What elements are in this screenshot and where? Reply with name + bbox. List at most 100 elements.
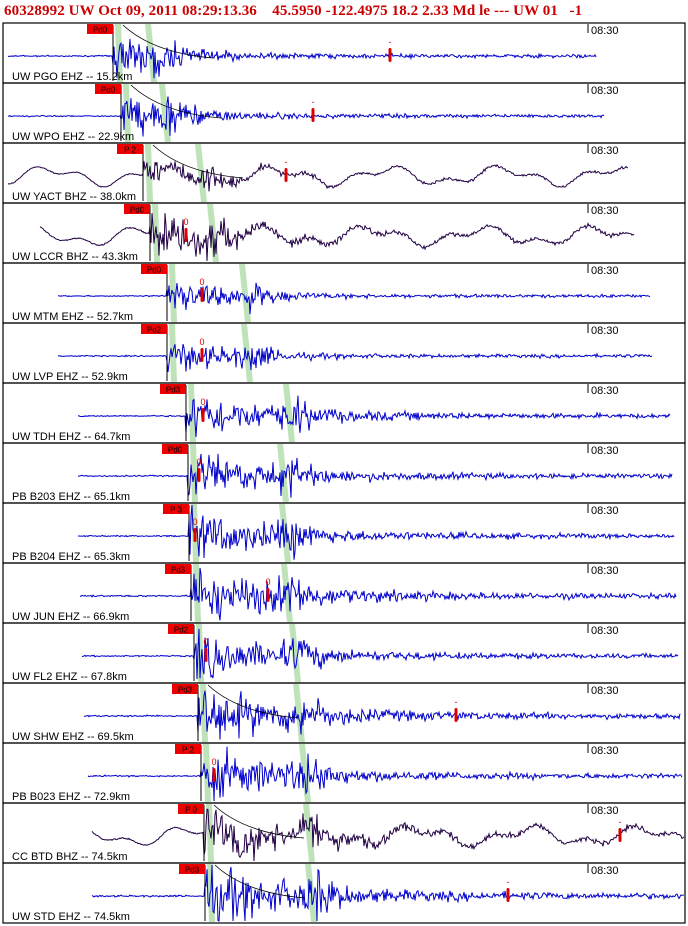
amplitude-pick-label: 0 (196, 457, 201, 467)
pick-flag[interactable] (124, 204, 150, 214)
pick-flag[interactable] (87, 24, 113, 34)
pick-flag-label: Pd3 (178, 686, 193, 695)
waveform-trace (77, 395, 671, 438)
event-header-title: 60328992 UW Oct 09, 2011 08:29:13.36 45.… (4, 3, 583, 19)
station-label: UW PGO EHZ -- 15.2km (12, 71, 132, 83)
pick-flag[interactable] (168, 624, 194, 634)
amplitude-pick-marker[interactable] (618, 828, 622, 842)
station-panel: P 2 0 08:30 PB B023 EHZ -- 72.9km (2, 742, 686, 804)
amplitude-pick-marker[interactable] (200, 288, 204, 302)
time-tick-label: 08:30 (591, 745, 619, 757)
pick-flag[interactable] (117, 144, 143, 154)
amplitude-pick-label: 0 (203, 637, 208, 647)
amplitude-pick-label: 0 (192, 517, 197, 527)
station-label: UW LVP EHZ -- 52.9km (12, 371, 128, 383)
amplitude-pick-marker[interactable] (184, 228, 188, 242)
pick-flag-label: Pd0 (168, 446, 183, 455)
s-phase-band (195, 144, 207, 202)
amplitude-pick-marker[interactable] (454, 708, 458, 722)
pick-flag[interactable] (178, 804, 204, 814)
p-phase-band (123, 84, 131, 142)
waveform-trace (7, 96, 605, 137)
amplitude-pick-marker[interactable] (311, 108, 315, 122)
station-panel: Pd0 0 08:30 UW MTM EHZ -- 52.7km (2, 262, 686, 324)
pick-flag-label: Pd3 (171, 566, 186, 575)
time-tick-label: 08:30 (591, 685, 619, 697)
pick-flag[interactable] (160, 384, 186, 394)
pick-flag[interactable] (141, 324, 167, 334)
station-label: PB B204 EHZ -- 65.3km (12, 551, 130, 563)
waveform-trace (79, 567, 677, 621)
amplitude-pick-marker[interactable] (506, 888, 510, 902)
pick-flag[interactable] (175, 744, 201, 754)
station-label: UW FL2 EHZ -- 67.8km (12, 671, 127, 683)
station-panel: Pd3 - 08:30 UW STD EHZ -- 74.5km (2, 862, 686, 924)
coda-curve (152, 144, 244, 179)
amplitude-pick-marker[interactable] (212, 768, 216, 782)
station-label: UW YACT BHZ -- 38.0km (12, 191, 136, 203)
amplitude-pick-marker[interactable] (284, 168, 288, 182)
waveform-trace (81, 628, 679, 680)
coda-curve (214, 864, 306, 899)
s-phase-band (289, 624, 301, 682)
pick-flag[interactable] (179, 864, 205, 874)
time-tick-label: 08:30 (591, 385, 619, 397)
amplitude-pick-marker[interactable] (266, 588, 270, 602)
amplitude-pick-marker[interactable] (204, 648, 208, 662)
station-label: UW JUN EHZ -- 66.9km (12, 611, 129, 623)
pick-flag[interactable] (162, 444, 188, 454)
waveform-trace (57, 343, 653, 373)
amplitude-pick-label: - (619, 817, 622, 827)
pick-flag-label: Pd0 (93, 26, 108, 35)
pick-flag[interactable] (95, 84, 121, 94)
pick-flag-label: Pd2 (174, 626, 189, 635)
station-panel: Pd2 0 08:30 UW FL2 EHZ -- 67.8km (2, 622, 686, 684)
station-label: UW WPO EHZ -- 22.9km (12, 131, 134, 143)
pick-flag-label: P 3 (170, 506, 182, 515)
s-phase-band (293, 684, 305, 742)
s-phase-band (241, 324, 253, 382)
time-tick-label: 08:30 (591, 445, 619, 457)
pick-flag[interactable] (163, 504, 189, 514)
amplitude-pick-marker[interactable] (200, 348, 204, 362)
station-panel: P 0 -08:30 CC BTD BHZ -- 74.5km (2, 802, 686, 864)
waveform-trace (83, 690, 681, 740)
station-label: UW SHW EHZ -- 69.5km (12, 731, 134, 743)
station-panel: Pd0 - 08:30 UW WPO EHZ -- 22.9km (2, 82, 686, 144)
amplitude-pick-label: 0 (211, 757, 216, 767)
station-panel: Pd3 - 08:30 UW SHW EHZ -- 69.5km (2, 682, 686, 744)
amplitude-pick-marker[interactable] (201, 408, 205, 422)
pick-flag[interactable] (172, 684, 198, 694)
amplitude-pick-marker[interactable] (193, 528, 197, 542)
amplitude-pick-label: - (285, 157, 288, 167)
waveform-trace (7, 38, 597, 79)
coda-curve (130, 84, 222, 119)
pick-flag[interactable] (165, 564, 191, 574)
time-tick-label: 08:30 (591, 325, 619, 337)
amplitude-pick-marker[interactable] (197, 468, 201, 482)
amplitude-pick-marker[interactable] (388, 48, 392, 62)
pick-flag-label: P 2 (182, 746, 194, 755)
s-phase-band (277, 444, 289, 502)
pick-flag[interactable] (141, 264, 167, 274)
amplitude-pick-label: - (312, 97, 315, 107)
amplitude-pick-label: - (389, 37, 392, 47)
amplitude-pick-label: - (507, 877, 510, 887)
pick-flag-label: Pd0 (147, 266, 162, 275)
waveform-trace (77, 453, 673, 498)
amplitude-pick-label: 0 (183, 217, 188, 227)
waveform-trace (58, 282, 651, 315)
pick-flag-label: P 2 (124, 146, 136, 155)
station-label: PB B203 EHZ -- 65.1km (12, 491, 130, 503)
time-tick-label: 08:30 (591, 25, 619, 37)
time-tick-label: 08:30 (591, 265, 619, 277)
station-panel: Pd0 - 08:30 UW PGO EHZ -- 15.2km (2, 22, 686, 84)
station-label: CC BTD BHZ -- 74.5km (12, 851, 128, 863)
s-phase-band (283, 384, 295, 442)
time-tick-label: 08:30 (591, 565, 619, 577)
station-panel: Pd3 0 08:30 UW TDH EHZ -- 64.7km (2, 382, 686, 444)
s-phase-band (239, 264, 251, 322)
station-panel: Pd0 0 08:30 UW LCCR BHZ -- 43.3km (2, 202, 686, 264)
waveform-trace (87, 746, 683, 802)
